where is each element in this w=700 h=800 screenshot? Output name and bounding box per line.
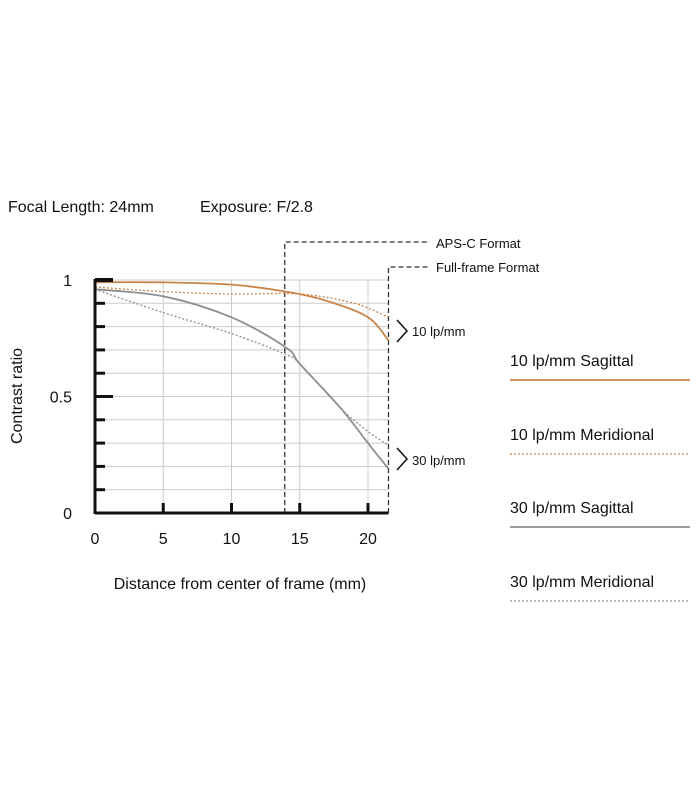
full-frame-label: Full-frame Format bbox=[436, 260, 540, 275]
aps-c-boundary-line bbox=[284, 241, 430, 513]
x-tick-label: 0 bbox=[91, 531, 100, 548]
y-tick-label: 1 bbox=[63, 273, 72, 290]
group-30-label: 30 lp/mm bbox=[412, 453, 465, 468]
chevron-right-icon bbox=[396, 319, 409, 343]
x-tick-label: 10 bbox=[223, 531, 241, 548]
y-tick-label: 0 bbox=[63, 506, 72, 523]
legend-label-0: 10 lp/mm Sagittal bbox=[510, 353, 634, 370]
x-axis-label: Distance from center of frame (mm) bbox=[114, 576, 367, 593]
y-axis-label: Contrast ratio bbox=[9, 348, 26, 444]
x-tick-label: 5 bbox=[159, 531, 168, 548]
full-frame-boundary-line bbox=[387, 266, 430, 513]
legend-label-1: 10 lp/mm Meridional bbox=[510, 427, 654, 444]
group-10-label: 10 lp/mm bbox=[412, 324, 465, 339]
x-tick-label: 15 bbox=[291, 531, 309, 548]
y-tick-label: 0.5 bbox=[50, 390, 72, 407]
legend-label-2: 30 lp/mm Sagittal bbox=[510, 500, 634, 517]
series-line-3 bbox=[94, 288, 389, 446]
legend-label-3: 30 lp/mm Meridional bbox=[510, 574, 654, 591]
exposure-label: Exposure: F/2.8 bbox=[200, 199, 313, 216]
focal-length-label: Focal Length: 24mm bbox=[8, 199, 154, 216]
series-line-2 bbox=[94, 288, 390, 470]
series-line-1 bbox=[94, 286, 389, 318]
chevron-right-icon bbox=[396, 447, 409, 471]
x-tick-label: 20 bbox=[359, 531, 377, 548]
aps-c-label: APS-C Format bbox=[436, 236, 521, 251]
series-line-0 bbox=[94, 281, 390, 342]
